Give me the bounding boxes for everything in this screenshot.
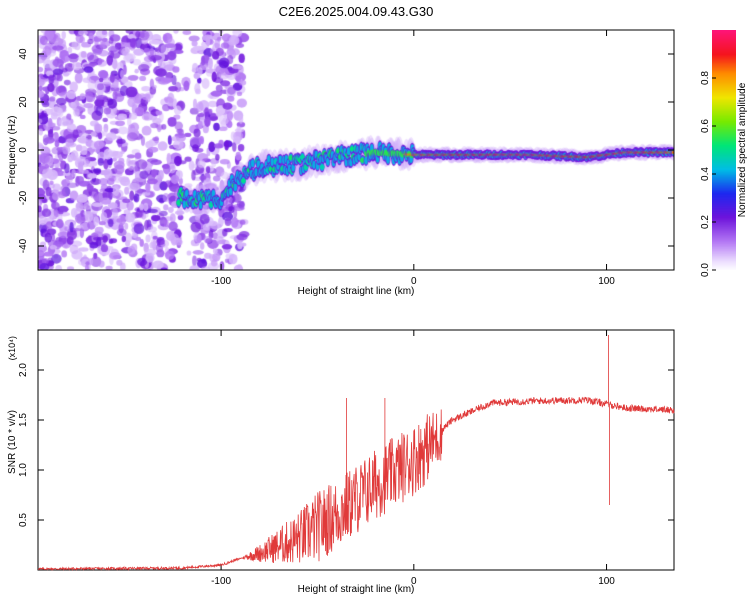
spectrogram-ylabel: Frequency (Hz): [7, 116, 18, 185]
snr-xtick-label: -100: [211, 576, 231, 587]
snr-ytick-label: 2.0: [18, 363, 29, 377]
colorbar-tick-label: 0.0: [700, 263, 711, 277]
spectrogram-xtick-label: -100: [211, 276, 231, 287]
spectrogram-ytick-label: 40: [18, 48, 29, 60]
snr-ytick-label: 0.5: [18, 513, 29, 527]
snr-ytick-label: 1.0: [18, 463, 29, 477]
spectrogram-xlabel: Height of straight line (km): [298, 286, 415, 297]
spectrogram-ytick-label: -40: [18, 238, 29, 253]
snr-panel: -100 0 100 0.5 1.0 1.5 2.0 Height of straight …: [7, 329, 675, 595]
colorbar-ticks: 0.0 0.2 0.4 0.6 0.8: [700, 71, 716, 277]
colorbar-tick-label: 0.6: [700, 119, 711, 133]
colorbar: 0.0 0.2 0.4 0.6 0.8 Normalized spectral ampl…: [700, 30, 748, 277]
colorbar-label: Normalized spectral amplitude: [737, 82, 748, 217]
colorbar-tick-label: 0.8: [700, 71, 711, 85]
snr-ytick-label: 1.5: [18, 413, 29, 427]
colorbar-gradient: [712, 30, 736, 270]
snr-multiplier: (x10⁴): [7, 336, 17, 360]
spectrogram-xtick-label: 0: [411, 276, 417, 287]
snr-ylabel: SNR (10 * v/v): [7, 410, 18, 474]
snr-frame: [37, 329, 675, 571]
spectrogram-ytick-label: 0: [18, 147, 29, 153]
spectrogram-ytick-label: -20: [18, 190, 29, 205]
spectrogram-xtick-label: 100: [598, 276, 615, 287]
snr-series-line: [38, 335, 675, 572]
snr-xlabel: Height of straight line (km): [298, 584, 415, 595]
spectrogram-ytick-label: 20: [18, 96, 29, 108]
spectrogram-panel: -100 0 100 -40 -20 0 20 40 Height of straight l…: [7, 29, 675, 297]
colorbar-tick-label: 0.4: [700, 167, 711, 181]
spectrogram-heatmap: [38, 30, 674, 270]
chart-title: C2E6.2025.004.09.43.G30: [279, 4, 434, 19]
spectrogram-ticks: -100 0 100 -40 -20 0 20 40: [18, 30, 674, 287]
colorbar-tick-label: 0.2: [700, 215, 711, 229]
spectrogram-frame: [37, 29, 675, 271]
snr-xtick-label: 0: [411, 576, 417, 587]
snr-xtick-label: 100: [598, 576, 615, 587]
